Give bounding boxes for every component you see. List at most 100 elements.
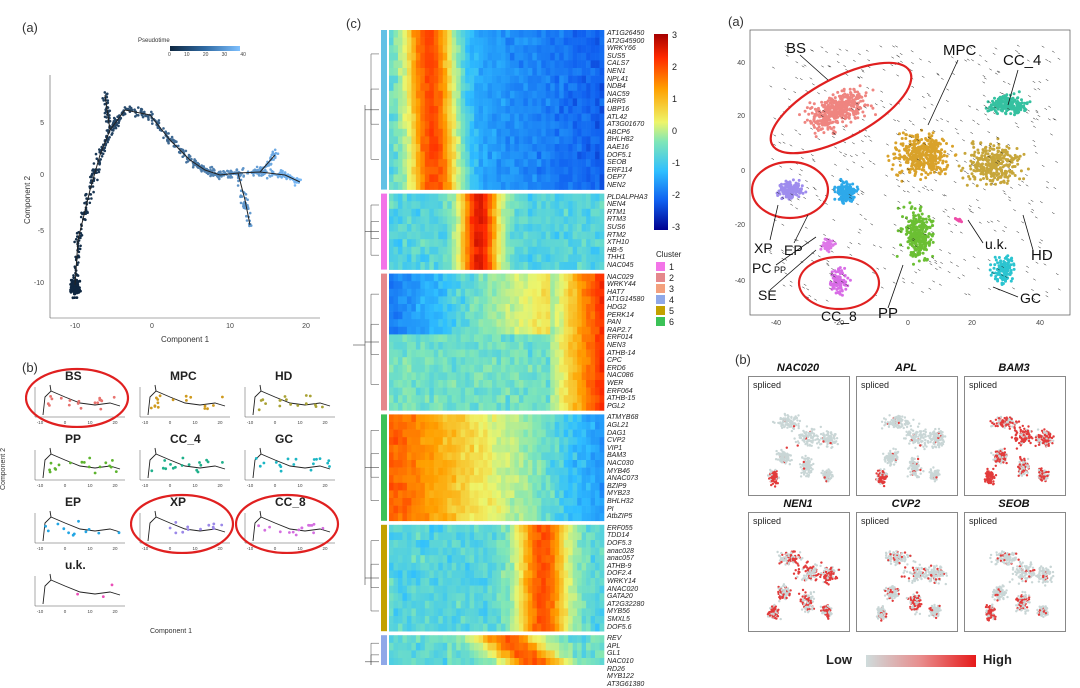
heatmap-cell	[407, 357, 412, 365]
xtick: -10	[70, 323, 80, 330]
heatmap-cell	[577, 201, 582, 209]
heatmap-cell	[497, 68, 502, 76]
heatmap-cell	[407, 513, 412, 521]
heatmap-cell	[523, 38, 528, 46]
tile-point	[326, 462, 329, 465]
heatmap-cell	[393, 121, 398, 129]
heatmap-cell	[483, 608, 488, 616]
heatmap-cell	[402, 312, 407, 320]
heatmap-cell	[402, 513, 407, 521]
heatmap-cell	[510, 601, 515, 609]
heatmap-cell	[519, 490, 524, 498]
heatmap-cell	[501, 106, 506, 114]
heatmap-cell	[564, 548, 569, 556]
heatmap-cell	[474, 68, 479, 76]
heatmap-cell	[577, 239, 582, 247]
heatmap-cell	[438, 106, 443, 114]
heatmap-cell	[402, 174, 407, 182]
heatmap-cell	[407, 540, 412, 548]
heatmap-cell	[479, 532, 484, 540]
heatmap-cell	[505, 430, 510, 438]
heatmap-cell	[546, 570, 551, 578]
heatmap-cell	[474, 121, 479, 129]
heatmap-cell	[461, 460, 466, 468]
heatmap-cell	[559, 60, 564, 68]
heatmap-cell	[550, 586, 555, 594]
trajectory-point	[239, 196, 242, 199]
heatmap-cell	[492, 460, 497, 468]
heatmap-cell	[465, 98, 470, 106]
heatmap-cell	[505, 586, 510, 594]
tile-point	[78, 400, 81, 403]
heatmap-cell	[483, 152, 488, 160]
heatmap-cell	[582, 445, 587, 453]
heatmap-cell	[438, 274, 443, 282]
heatmap-cell	[505, 555, 510, 563]
heatmap-cell	[564, 452, 569, 460]
heatmap-cell	[389, 643, 394, 651]
heatmap-cell	[416, 483, 421, 491]
heatmap-cell	[582, 304, 587, 312]
heatmap-cell	[573, 60, 578, 68]
trajectory-point	[105, 116, 108, 119]
heatmap-cell	[420, 327, 425, 335]
heatmap-cell	[492, 437, 497, 445]
heatmap-cell	[438, 650, 443, 658]
heatmap-cell	[555, 350, 560, 358]
heatmap-cell	[443, 334, 448, 342]
heatmap-cell	[402, 289, 407, 297]
heatmap-cell	[555, 490, 560, 498]
heatmap-cell	[541, 372, 546, 380]
heatmap-cell	[510, 114, 515, 122]
heatmap-cell	[586, 114, 591, 122]
heatmap-cell	[564, 513, 569, 521]
heatmap-cell	[528, 327, 533, 335]
heatmap-cell	[479, 513, 484, 521]
heatmap-cell	[456, 289, 461, 297]
heatmap-cell	[479, 570, 484, 578]
heatmap-cell	[402, 38, 407, 46]
heatmap-cell	[505, 274, 510, 282]
tile-point	[307, 524, 310, 527]
heatmap-cell	[474, 532, 479, 540]
trajectory-point	[266, 177, 269, 180]
heatmap-cell	[447, 593, 452, 601]
heatmap-cell	[532, 403, 537, 411]
heatmap-cell	[474, 45, 479, 53]
heatmap-cell	[505, 490, 510, 498]
heatmap-cell	[595, 152, 600, 160]
heatmap-cell	[564, 68, 569, 76]
heatmap-cell	[465, 30, 470, 38]
heatmap-cell	[474, 437, 479, 445]
heatmap-cell	[582, 483, 587, 491]
heatmap-cell	[402, 372, 407, 380]
heatmap-cell	[555, 106, 560, 114]
heatmap-cell	[586, 136, 591, 144]
heatmap-cell	[537, 60, 542, 68]
heatmap-cell	[474, 380, 479, 388]
heatmap-cell	[479, 395, 484, 403]
heatmap-cell	[420, 548, 425, 556]
heatmap-cell	[398, 296, 403, 304]
heatmap-cell	[492, 304, 497, 312]
heatmap-cell	[541, 586, 546, 594]
heatmap-cell	[461, 513, 466, 521]
heatmap-cell	[582, 357, 587, 365]
heatmap-cell	[429, 395, 434, 403]
heatmap-cell	[555, 53, 560, 61]
tile-point	[255, 457, 258, 460]
heatmap-cell	[528, 635, 533, 643]
heatmap-cell	[523, 247, 528, 255]
heatmap-cell	[438, 635, 443, 643]
heatmap-cell	[474, 91, 479, 99]
heatmap-cell	[452, 540, 457, 548]
heatmap-cell	[492, 593, 497, 601]
heatmap-cell	[586, 174, 591, 182]
heatmap-cell	[393, 342, 398, 350]
heatmap-cell	[447, 289, 452, 297]
heatmap-cell	[452, 650, 457, 658]
heatmap-cell	[425, 182, 430, 190]
heatmap-cell	[452, 334, 457, 342]
trajectory-point	[72, 276, 75, 279]
heatmap-cell	[595, 209, 600, 217]
